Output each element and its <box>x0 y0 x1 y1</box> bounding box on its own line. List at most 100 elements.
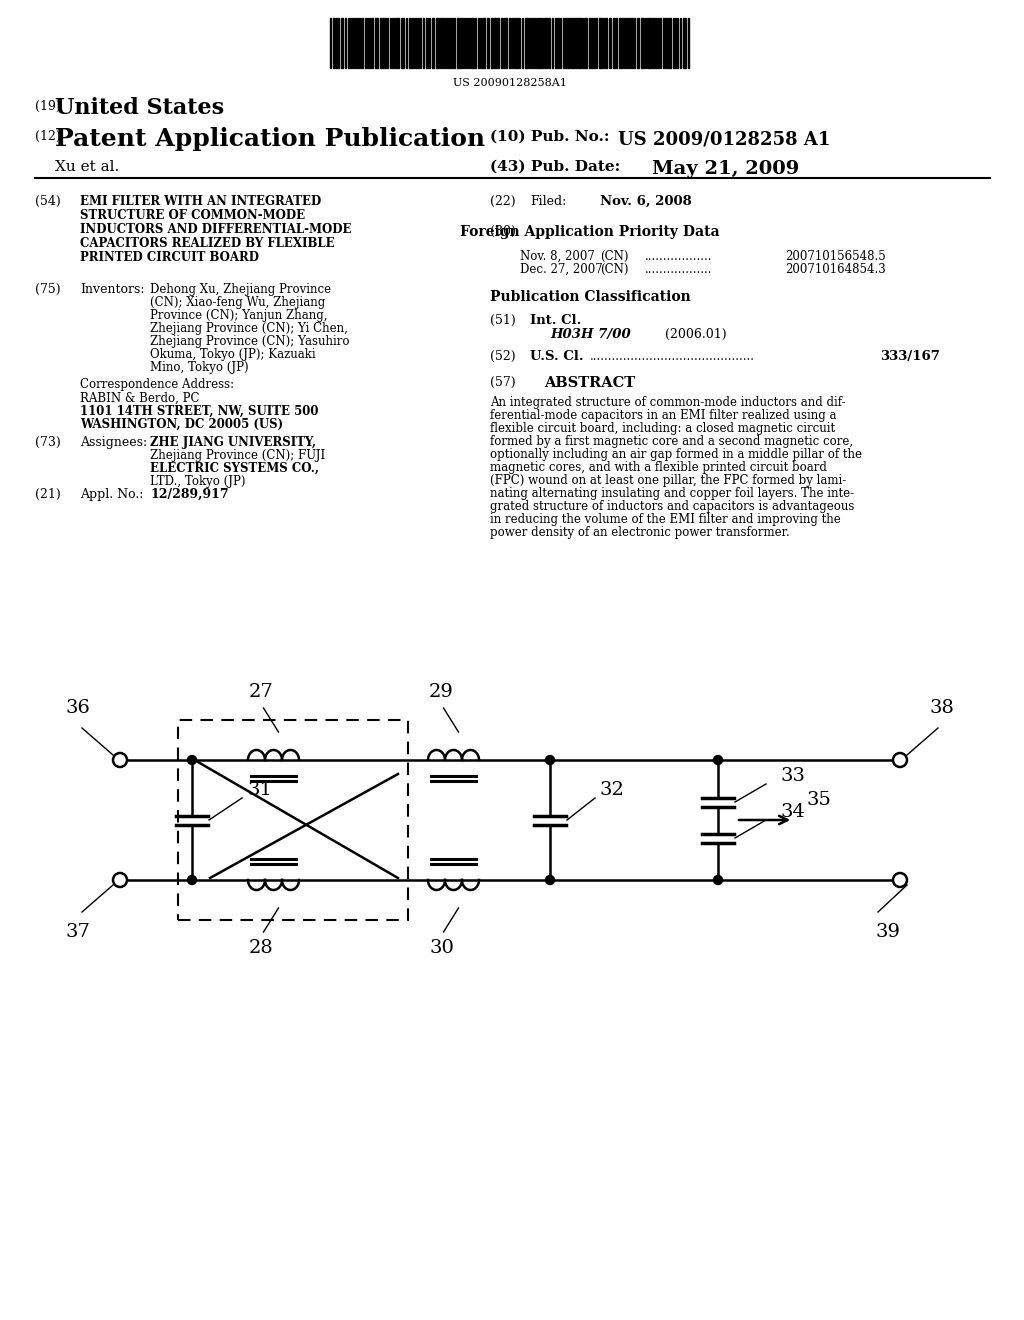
Bar <box>631 18 633 69</box>
Text: Foreign Application Priority Data: Foreign Application Priority Data <box>460 224 720 239</box>
Bar <box>471 18 474 69</box>
Bar <box>572 18 574 69</box>
Bar <box>432 18 434 69</box>
Text: An integrated structure of common-mode inductors and dif-: An integrated structure of common-mode i… <box>490 396 846 409</box>
Bar <box>613 18 615 69</box>
Text: ..................: .................. <box>645 249 713 263</box>
Bar <box>641 18 643 69</box>
Bar <box>460 18 462 69</box>
Text: PRINTED CIRCUIT BOARD: PRINTED CIRCUIT BOARD <box>80 251 259 264</box>
Text: (43) Pub. Date:: (43) Pub. Date: <box>490 160 621 174</box>
Bar <box>449 18 450 69</box>
Bar <box>668 18 671 69</box>
Bar <box>441 18 443 69</box>
Text: optionally including an air gap formed in a middle pillar of the: optionally including an air gap formed i… <box>490 447 862 461</box>
Text: (21): (21) <box>35 488 60 502</box>
Bar <box>655 18 657 69</box>
Bar <box>609 18 611 69</box>
Text: (51): (51) <box>490 314 516 327</box>
Bar <box>426 18 428 69</box>
Bar <box>648 18 651 69</box>
Text: CAPACITORS REALIZED BY FLEXIBLE: CAPACITORS REALIZED BY FLEXIBLE <box>80 238 335 249</box>
Text: US 2009/0128258 A1: US 2009/0128258 A1 <box>618 129 830 148</box>
Text: 37: 37 <box>66 923 90 941</box>
Bar <box>673 18 676 69</box>
Text: United States: United States <box>55 96 224 119</box>
Bar <box>375 18 378 69</box>
Bar <box>567 18 569 69</box>
Circle shape <box>113 873 127 887</box>
Text: 333/167: 333/167 <box>880 350 940 363</box>
Text: EMI FILTER WITH AN INTEGRATED: EMI FILTER WITH AN INTEGRATED <box>80 195 322 209</box>
Text: (CN): (CN) <box>600 249 629 263</box>
Text: H03H 7/00: H03H 7/00 <box>550 327 631 341</box>
Text: (73): (73) <box>35 436 60 449</box>
Text: 200710156548.5: 200710156548.5 <box>785 249 886 263</box>
Text: WASHINGTON, DC 20005 (US): WASHINGTON, DC 20005 (US) <box>80 418 283 432</box>
Bar <box>575 18 577 69</box>
Bar <box>494 18 496 69</box>
Text: 31: 31 <box>248 781 272 799</box>
Text: (52): (52) <box>490 350 516 363</box>
Text: Xu et al.: Xu et al. <box>55 160 119 174</box>
Text: INDUCTORS AND DIFFERENTIAL-MODE: INDUCTORS AND DIFFERENTIAL-MODE <box>80 223 351 236</box>
Text: (CN): (CN) <box>600 263 629 276</box>
Bar <box>652 18 654 69</box>
Bar <box>515 18 518 69</box>
Text: RABIN & Berdo, PC: RABIN & Berdo, PC <box>80 392 200 405</box>
Circle shape <box>714 875 723 884</box>
Text: 36: 36 <box>66 700 90 717</box>
Bar <box>637 18 639 69</box>
Bar <box>348 18 350 69</box>
Text: US 20090128258A1: US 20090128258A1 <box>453 78 567 88</box>
Text: 39: 39 <box>876 923 900 941</box>
Bar <box>591 18 593 69</box>
Text: flexible circuit board, including: a closed magnetic circuit: flexible circuit board, including: a clo… <box>490 422 836 436</box>
Bar <box>584 18 587 69</box>
Bar <box>578 18 581 69</box>
Text: 30: 30 <box>429 939 454 957</box>
Bar <box>628 18 630 69</box>
Text: ZHE JIANG UNIVERSITY,: ZHE JIANG UNIVERSITY, <box>150 436 316 449</box>
Bar <box>482 18 485 69</box>
Text: Zhejiang Province (CN); FUJI: Zhejiang Province (CN); FUJI <box>150 449 326 462</box>
Text: Assignees:: Assignees: <box>80 436 147 449</box>
Circle shape <box>714 755 723 764</box>
Bar <box>487 18 489 69</box>
Circle shape <box>546 875 555 884</box>
Text: (FPC) wound on at least one pillar, the FPC formed by lami-: (FPC) wound on at least one pillar, the … <box>490 474 846 487</box>
Bar <box>451 18 453 69</box>
Text: Int. Cl.: Int. Cl. <box>530 314 582 327</box>
Text: (75): (75) <box>35 282 60 296</box>
Text: (22): (22) <box>490 195 516 209</box>
Text: ELECTRIC SYSTEMS CO.,: ELECTRIC SYSTEMS CO., <box>150 462 319 475</box>
Text: (57): (57) <box>490 376 516 389</box>
Bar <box>665 18 667 69</box>
Text: LTD., Tokyo (JP): LTD., Tokyo (JP) <box>150 475 246 488</box>
Text: ............................................: ........................................… <box>590 350 755 363</box>
Text: U.S. Cl.: U.S. Cl. <box>530 350 584 363</box>
Text: Dehong Xu, Zhejiang Province: Dehong Xu, Zhejiang Province <box>150 282 331 296</box>
Circle shape <box>187 755 197 764</box>
Text: magnetic cores, and with a flexible printed circuit board: magnetic cores, and with a flexible prin… <box>490 461 826 474</box>
Text: Nov. 8, 2007: Nov. 8, 2007 <box>520 249 595 263</box>
Text: 29: 29 <box>429 682 454 701</box>
Text: Okuma, Tokyo (JP); Kazuaki: Okuma, Tokyo (JP); Kazuaki <box>150 348 315 360</box>
Bar <box>548 18 550 69</box>
Text: Dec. 27, 2007: Dec. 27, 2007 <box>520 263 603 276</box>
Text: May 21, 2009: May 21, 2009 <box>652 160 800 178</box>
Text: (30): (30) <box>490 224 516 238</box>
Text: Province (CN); Yanjun Zhang,: Province (CN); Yanjun Zhang, <box>150 309 328 322</box>
Text: Filed:: Filed: <box>530 195 566 209</box>
Text: (54): (54) <box>35 195 60 209</box>
Text: 27: 27 <box>249 682 273 701</box>
Circle shape <box>546 755 555 764</box>
Text: power density of an electronic power transformer.: power density of an electronic power tra… <box>490 525 790 539</box>
Text: 32: 32 <box>600 781 625 799</box>
Bar <box>382 18 384 69</box>
Bar <box>544 18 547 69</box>
Text: ferential-mode capacitors in an EMI filter realized using a: ferential-mode capacitors in an EMI filt… <box>490 409 837 422</box>
Text: Inventors:: Inventors: <box>80 282 144 296</box>
Text: 1101 14TH STREET, NW, SUITE 500: 1101 14TH STREET, NW, SUITE 500 <box>80 405 318 418</box>
Text: 12/289,917: 12/289,917 <box>150 488 228 502</box>
